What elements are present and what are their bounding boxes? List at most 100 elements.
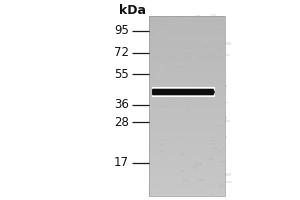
Bar [183,141,188,143]
Bar [196,80,200,82]
Bar [224,181,232,183]
Bar [148,180,225,182]
Bar [202,156,204,158]
Bar [159,45,164,46]
Bar [152,88,214,89]
Bar [148,122,225,124]
Bar [217,133,219,135]
Bar [155,16,159,18]
Text: 72: 72 [114,46,129,60]
Bar [148,113,225,115]
Bar [171,165,177,167]
Bar [151,188,154,189]
Bar [162,33,167,35]
Bar [202,97,205,98]
Bar [196,69,202,71]
Bar [216,124,220,125]
Bar [167,19,174,21]
Bar [156,32,163,34]
Bar [195,142,198,144]
Bar [204,40,208,42]
Bar [148,185,225,187]
Bar [181,29,185,31]
Bar [148,41,225,43]
Bar [181,47,183,49]
Bar [160,66,162,67]
Bar [178,100,180,103]
Bar [198,179,205,181]
Bar [148,79,225,81]
Bar [148,167,225,169]
Bar [148,119,225,122]
Bar [220,39,226,41]
Bar [148,18,225,21]
Bar [148,90,225,92]
Bar [160,150,163,152]
Bar [158,76,163,79]
Bar [166,113,168,115]
Bar [148,88,225,90]
Bar [148,153,225,156]
Bar [152,93,214,94]
Bar [223,54,230,56]
Bar [148,61,225,63]
Bar [150,137,154,138]
Bar [149,20,156,21]
Bar [186,101,188,102]
Bar [210,143,216,145]
Bar [152,94,214,95]
Bar [148,83,225,86]
Bar [217,87,223,89]
Bar [199,92,202,94]
Bar [148,160,225,162]
Bar [148,128,225,131]
Bar [167,73,170,75]
Bar [148,43,225,45]
Bar [148,23,225,25]
Bar [148,135,225,138]
Bar [148,110,225,113]
Bar [149,169,156,171]
Bar [183,99,186,100]
Bar [220,161,226,163]
Bar [184,17,187,20]
Bar [162,77,164,79]
Bar [148,124,225,126]
Bar [166,73,168,75]
Bar [151,85,153,86]
Bar [148,142,225,144]
Bar [205,69,209,71]
Bar [148,36,225,38]
Text: 95: 95 [114,24,129,38]
Bar [148,149,225,151]
Bar [207,87,211,89]
Bar [176,65,181,67]
Bar [184,141,188,142]
Bar [148,137,225,140]
Bar [148,146,225,149]
Bar [217,47,220,49]
Bar [215,107,221,108]
Bar [178,22,181,23]
Bar [209,82,216,84]
Bar [195,120,202,121]
Bar [188,88,190,90]
Bar [192,56,196,59]
Bar [188,52,193,55]
Bar [222,149,225,151]
Bar [155,98,161,99]
Bar [184,157,188,159]
Bar [152,90,214,91]
Bar [148,52,225,54]
Bar [219,132,225,134]
Bar [148,169,225,171]
Bar [148,50,225,52]
Bar [162,71,169,72]
Bar [148,194,225,196]
Bar [148,16,225,18]
Bar [218,185,225,188]
Bar [202,182,208,183]
Bar [217,125,224,126]
Bar [217,125,224,127]
Bar [148,171,225,173]
